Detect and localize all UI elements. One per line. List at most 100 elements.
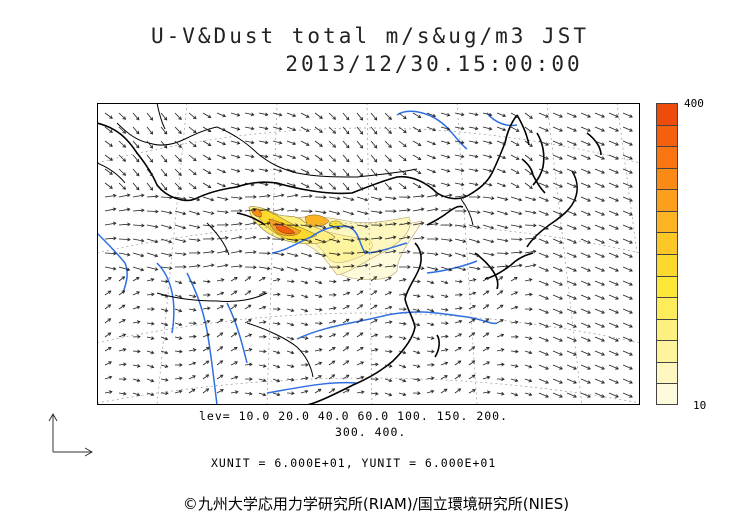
wind-arrowhead	[318, 307, 323, 312]
wind-arrowhead	[359, 159, 364, 163]
wind-arrow	[440, 348, 448, 352]
wind-arrow	[440, 252, 452, 257]
wind-arrowhead	[615, 394, 619, 398]
wind-arrowhead	[504, 197, 509, 201]
wind-arrow	[202, 140, 211, 146]
wind-arrowhead	[601, 128, 605, 132]
wind-arrowhead	[149, 173, 154, 177]
wind-arrow	[160, 140, 168, 149]
wind-arrowhead	[573, 366, 577, 370]
wind-arrowhead	[587, 310, 591, 314]
wind-arrowhead	[136, 320, 141, 324]
wind-arrowhead	[280, 267, 285, 272]
wind-arrow	[300, 126, 310, 132]
wind-arrow	[160, 350, 168, 354]
wind-arrowhead	[239, 264, 243, 269]
wind-arrow	[384, 126, 392, 134]
wind-arrowhead	[164, 294, 169, 298]
wind-arrowhead	[514, 378, 519, 383]
wind-arrow	[132, 350, 141, 352]
wind-arrow	[104, 391, 112, 394]
wind-arrowhead	[294, 253, 299, 258]
colorbar-band	[656, 340, 678, 362]
wind-arrowhead	[207, 156, 212, 161]
wind-arrow	[202, 360, 210, 366]
wind-arrow	[272, 112, 282, 116]
wind-arrowhead	[319, 321, 323, 326]
wind-arrow	[566, 364, 577, 370]
wind-arrow	[496, 304, 504, 310]
wind-arrow	[328, 320, 336, 324]
wind-arrowhead	[222, 141, 227, 146]
wind-arrow	[146, 336, 154, 340]
wind-arrow	[608, 350, 619, 356]
wind-arrowhead	[150, 350, 155, 355]
wind-arrow	[104, 208, 116, 212]
wind-arrowhead	[474, 126, 479, 131]
wind-arrowhead	[178, 172, 182, 177]
wind-arrowhead	[615, 366, 619, 370]
wind-arrow	[426, 208, 438, 212]
wind-arrow	[202, 168, 211, 174]
wind-arrow	[286, 350, 294, 354]
wind-arrowhead	[193, 321, 197, 326]
wind-arrowhead	[108, 277, 112, 281]
wind-arrowhead	[490, 225, 495, 230]
wind-arrow	[566, 210, 577, 216]
wind-arrow	[118, 182, 126, 190]
wind-arrowhead	[304, 336, 309, 340]
wind-arrowhead	[319, 129, 323, 133]
wind-arrowhead	[345, 346, 350, 350]
wind-arrowhead	[281, 237, 285, 242]
wind-arrow	[482, 361, 490, 366]
wind-arrow	[566, 140, 577, 146]
wind-arrow	[272, 266, 284, 271]
wind-arrow	[524, 224, 537, 226]
wind-arrow	[300, 336, 308, 339]
wind-arrowhead	[573, 380, 577, 384]
wind-arrowhead	[109, 143, 113, 147]
wind-arrowhead	[304, 308, 309, 313]
wind-arrowhead	[234, 277, 238, 281]
wind-arrowhead	[559, 352, 563, 356]
wind-arrowhead	[191, 388, 196, 393]
wind-arrow	[370, 290, 377, 296]
wind-arrowhead	[206, 319, 211, 324]
wind-arrow	[622, 350, 633, 356]
wind-arrowhead	[236, 127, 241, 131]
wind-arrowhead	[432, 169, 437, 174]
wind-arrow	[622, 168, 633, 174]
wind-arrow	[496, 196, 508, 201]
wind-arrow	[160, 168, 168, 177]
wind-arrowhead	[206, 333, 211, 337]
wind-arrowhead	[443, 388, 448, 393]
wind-arrow	[356, 196, 368, 201]
wind-arrow	[286, 336, 294, 340]
wind-arrow	[342, 238, 354, 242]
wind-arrow	[608, 238, 619, 244]
wind-arrowhead	[378, 197, 383, 202]
wind-arrowhead	[403, 129, 407, 134]
wind-arrowhead	[109, 185, 113, 189]
wind-arrow	[216, 360, 223, 366]
wind-arrow	[146, 154, 153, 163]
wind-arrow	[300, 390, 308, 394]
wind-arrowhead	[359, 290, 364, 294]
wind-arrow	[244, 334, 252, 338]
wind-arrow	[370, 182, 378, 191]
wind-arrowhead	[403, 292, 407, 297]
wind-arrow	[440, 140, 450, 144]
wind-arrow	[468, 318, 476, 324]
wind-arrowhead	[388, 172, 392, 176]
wind-arrowhead	[460, 112, 465, 117]
wind-arrow	[496, 224, 508, 229]
wind-arrowhead	[587, 184, 591, 188]
wind-arrowhead	[207, 279, 211, 284]
wind-arrowhead	[375, 377, 379, 382]
wind-arrowhead	[559, 254, 563, 258]
wind-arrow	[524, 392, 532, 396]
wind-arrow	[146, 252, 158, 257]
wind-arrow	[468, 224, 480, 229]
wind-arrowhead	[403, 157, 407, 162]
wind-arrow	[384, 168, 392, 176]
